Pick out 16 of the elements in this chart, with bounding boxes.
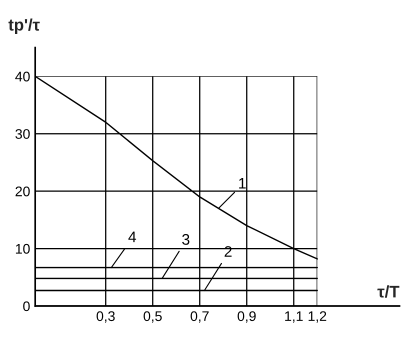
x-tick-label: 0,9: [238, 311, 256, 323]
x-axis-title: τ/T: [377, 285, 400, 298]
y-tick-label: 10: [16, 244, 30, 254]
y-tick-label: 20: [16, 186, 30, 196]
series-label: 1: [239, 178, 246, 189]
y-tick-label: 0: [23, 301, 30, 312]
series-label: 4: [128, 232, 136, 242]
x-tick-label: 1,2: [308, 311, 326, 323]
text: 3: [182, 234, 190, 245]
x-tick-label: 1,1: [285, 311, 303, 323]
x-tick-label: 0,3: [96, 311, 115, 323]
x-tick-label: 0,7: [190, 311, 209, 323]
y-tick-label: 30: [15, 129, 30, 139]
y-axis-title: tp'/τ: [8, 18, 40, 34]
x-tick-label: 0,5: [144, 311, 162, 323]
y-tick-label: 40: [15, 72, 30, 82]
